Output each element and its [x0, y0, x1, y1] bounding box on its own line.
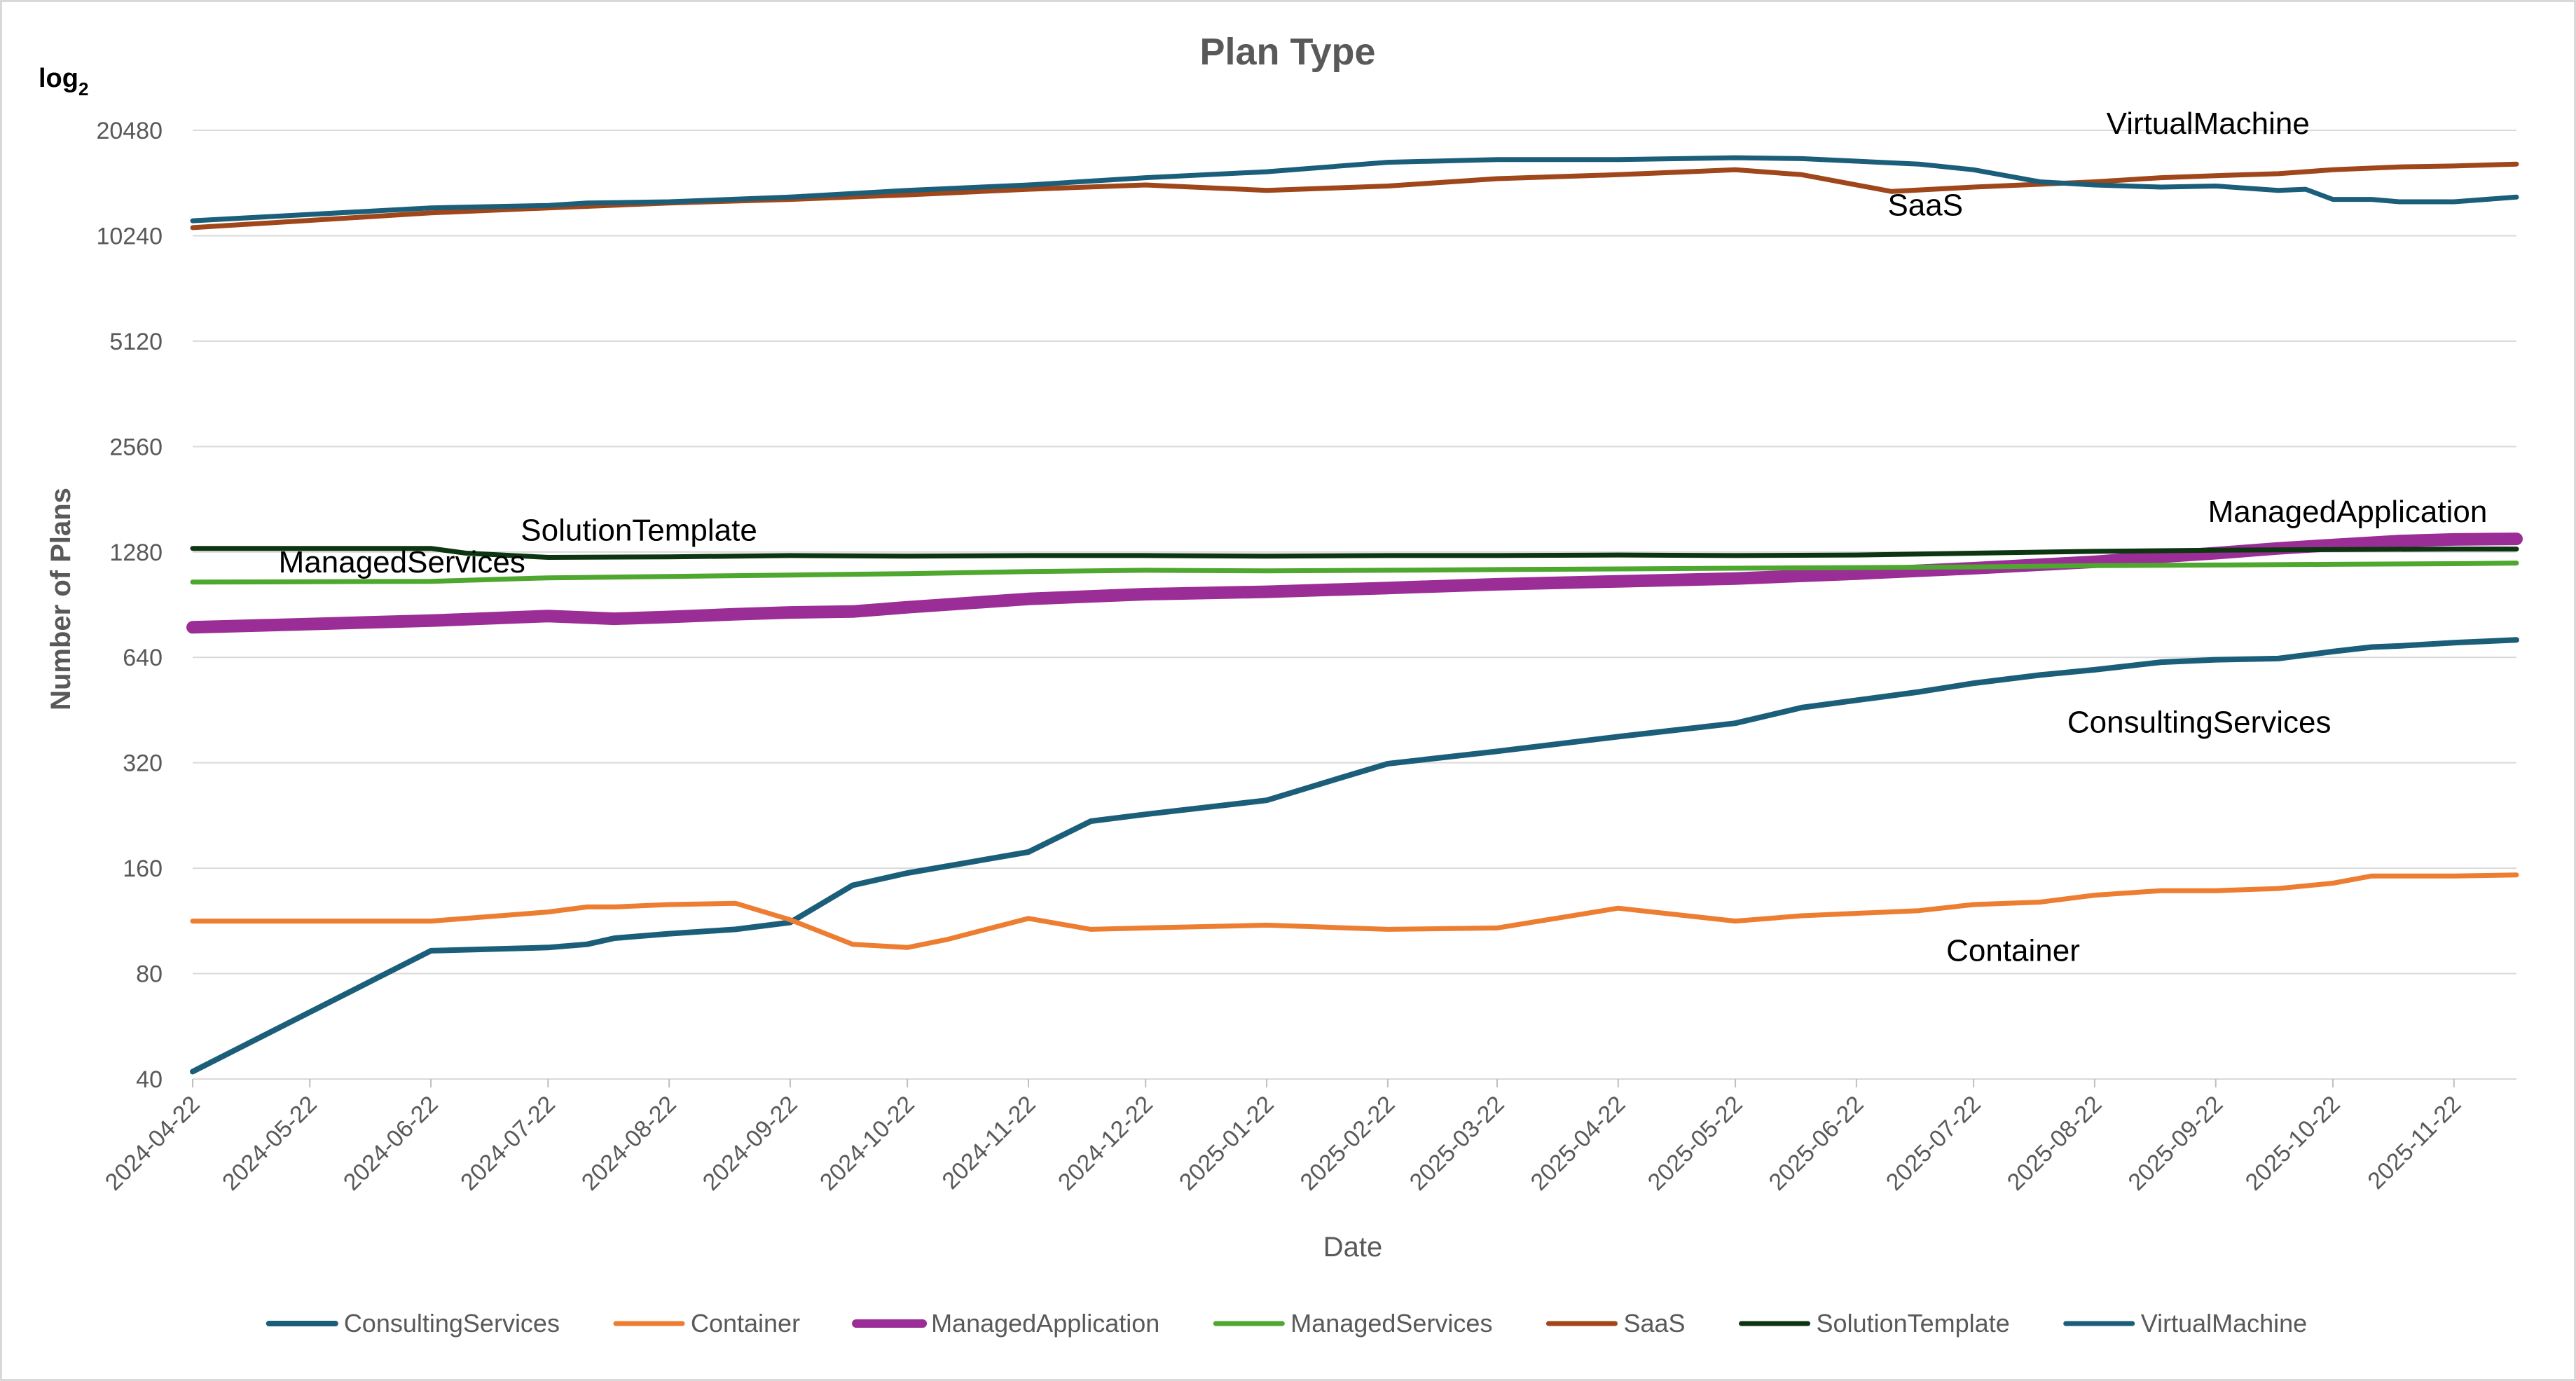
- y-tick-40: 40: [136, 1066, 163, 1093]
- x-tick-2024-07-22: 2024-07-22: [455, 1091, 560, 1196]
- series-line-virtualmachine: [190, 155, 2519, 224]
- series-line-solutiontemplate: [190, 546, 2519, 560]
- x-tick-2025-07-22: 2025-07-22: [1881, 1091, 1986, 1196]
- y-tick-5120: 5120: [109, 329, 163, 355]
- x-tick-2025-05-22: 2025-05-22: [1643, 1091, 1748, 1196]
- series-label-consultingservices: ConsultingServices: [2067, 706, 2332, 740]
- series-label-virtualmachine: VirtualMachine: [2107, 107, 2310, 141]
- x-tick-2025-04-22: 2025-04-22: [1526, 1091, 1631, 1196]
- y-tick-80: 80: [136, 961, 163, 988]
- y-axis-title: Number of Plans: [46, 488, 76, 710]
- x-tick-2025-06-22: 2025-06-22: [1764, 1091, 1869, 1196]
- gridlines: [193, 130, 2516, 1080]
- chart-title: Plan Type: [1199, 31, 1375, 73]
- y-tick-640: 640: [123, 645, 163, 671]
- x-tick-2025-09-22: 2025-09-22: [2123, 1091, 2229, 1196]
- series-line-container: [190, 872, 2519, 950]
- x-tick-2024-08-22: 2024-08-22: [577, 1091, 682, 1196]
- legend-label-saas: SaaS: [1623, 1309, 1685, 1338]
- legend-label-managedservices: ManagedServices: [1290, 1309, 1492, 1338]
- y-tick-320: 320: [123, 750, 163, 777]
- legend-label-managedapplication: ManagedApplication: [931, 1309, 1159, 1338]
- series-line-saas: [190, 161, 2519, 231]
- x-tick-2024-12-22: 2024-12-22: [1053, 1091, 1158, 1196]
- x-tick-2025-01-22: 2025-01-22: [1174, 1091, 1279, 1196]
- series-line-consultingservices: [190, 637, 2519, 1075]
- x-tick-2025-11-22: 2025-11-22: [2362, 1091, 2466, 1195]
- x-tick-2025-02-22: 2025-02-22: [1295, 1091, 1400, 1196]
- x-tick-2024-06-22: 2024-06-22: [338, 1091, 443, 1196]
- legend-label-container: Container: [691, 1309, 800, 1338]
- legend: ConsultingServices Container ManagedApplic…: [266, 1309, 2307, 1338]
- y-tick-2560: 2560: [109, 434, 163, 460]
- x-tick-2025-10-22: 2025-10-22: [2240, 1091, 2346, 1196]
- series-lines: [186, 155, 2523, 1075]
- legend-label-solutiontemplate: SolutionTemplate: [1817, 1309, 2010, 1338]
- series-label-solutiontemplate: SolutionTemplate: [521, 513, 757, 547]
- legend-label-consultingservices: ConsultingServices: [344, 1309, 560, 1338]
- series-line-managedservices: [190, 561, 2519, 585]
- x-tick-2024-05-22: 2024-05-22: [217, 1091, 322, 1196]
- x-tick-2024-09-22: 2024-09-22: [698, 1091, 803, 1196]
- y-tick-1280: 1280: [109, 540, 163, 566]
- x-tick-2024-11-22: 2024-11-22: [937, 1091, 1041, 1195]
- series-label-container: Container: [1946, 933, 2080, 968]
- series-label-saas: SaaS: [1887, 188, 1963, 223]
- x-tick-2024-04-22: 2024-04-22: [100, 1091, 205, 1196]
- y-tick-10240: 10240: [96, 223, 163, 249]
- legend-label-virtualmachine: VirtualMachine: [2141, 1309, 2307, 1338]
- x-tick-2025-08-22: 2025-08-22: [2002, 1091, 2107, 1196]
- x-tick-2024-10-22: 2024-10-22: [815, 1091, 920, 1196]
- y-tick-20480: 20480: [96, 118, 163, 144]
- log-scale-label: log2: [39, 64, 88, 99]
- series-labels: ConsultingServices Container ManagedApplic…: [279, 107, 2488, 968]
- y-tick-160: 160: [123, 856, 163, 882]
- y-axis-ticks: 40 80 160 320 640 1280 2560 5120 10240 20480: [96, 118, 163, 1093]
- series-label-managedapplication: ManagedApplication: [2208, 495, 2488, 529]
- x-axis-ticks: 2024-04-22 2024-05-22 2024-06-22 2024-07-22…: [100, 1079, 2466, 1196]
- x-tick-2025-03-22: 2025-03-22: [1405, 1091, 1510, 1196]
- x-axis-title: Date: [1323, 1232, 1383, 1263]
- series-label-managedservices: ManagedServices: [279, 545, 525, 579]
